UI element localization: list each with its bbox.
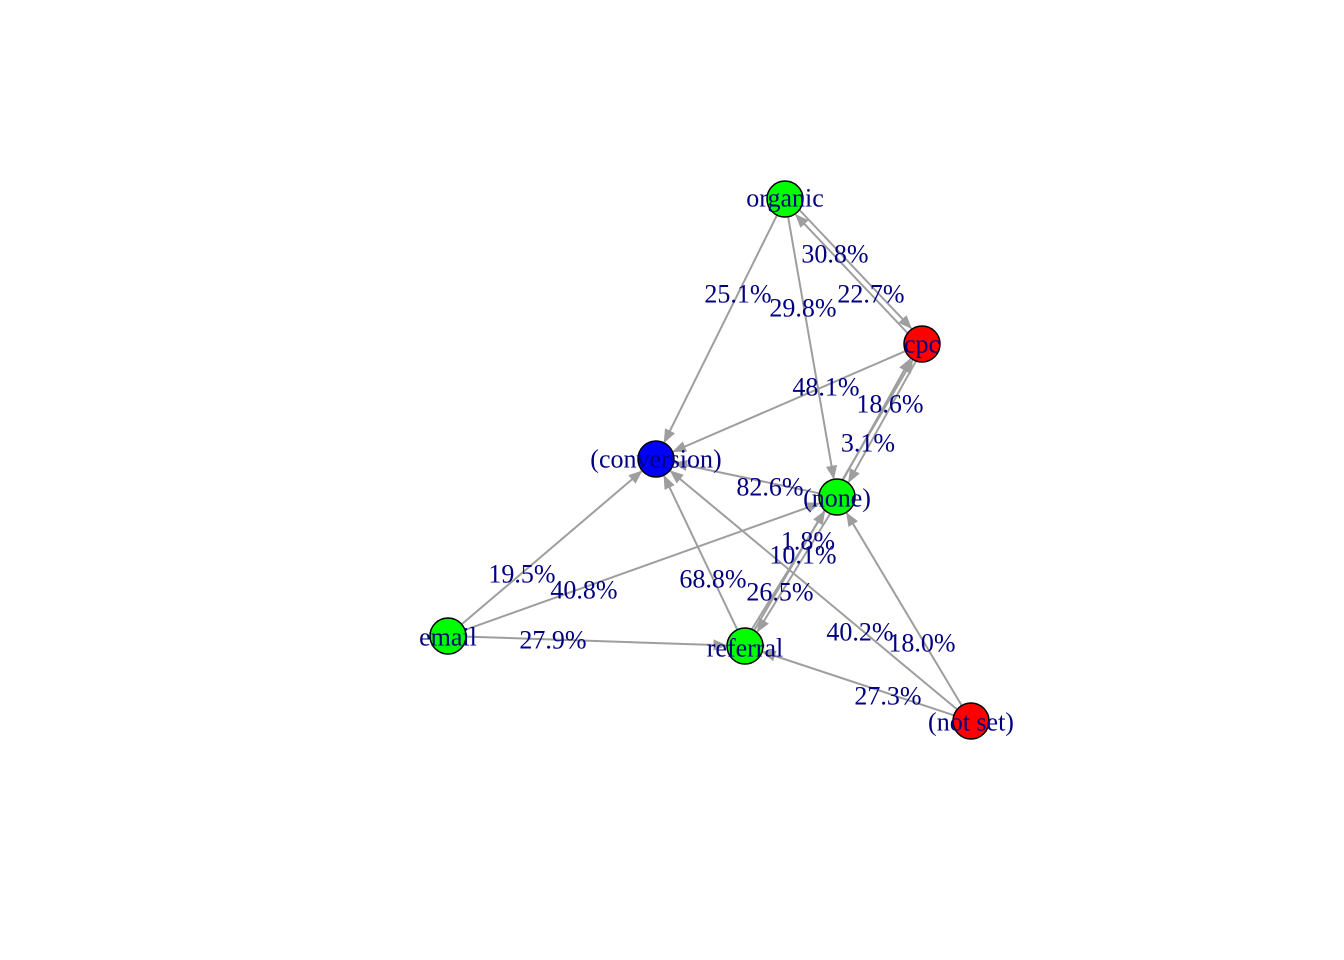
edge-label-none-to-cpc: 3.1% — [841, 429, 895, 458]
edge-label-notset-to-conversion: 40.2% — [826, 618, 893, 647]
labels-layer: 22.7% 30.8% 25.1%29.8% 48.1%18.6% 3.1% 82.6% 1… — [419, 184, 1014, 737]
edge-label-cpc-to-conversion: 48.1% — [792, 373, 859, 402]
edge-label-referral-to-cpc: 26.5% — [746, 578, 813, 607]
edge-label-email-to-none: 40.8% — [550, 576, 617, 605]
edge-label-organic-to-cpc: 22.7% — [837, 280, 904, 309]
edge-label-notset-to-none: 18.0% — [888, 629, 955, 658]
edge-label-notset-to-referral: 27.3% — [854, 682, 921, 711]
node-label-not-set: (not set) — [928, 708, 1014, 737]
edge-label-organic-to-conversion: 25.1% — [704, 280, 771, 309]
node-label-none: (none) — [803, 484, 871, 513]
edge-notset-to-none — [847, 513, 962, 705]
node-label-referral: referral — [707, 634, 783, 663]
edge-label-none-to-conversion: 82.6% — [736, 473, 803, 502]
edge-email-to-referral — [466, 637, 726, 646]
edge-label-referral-to-conversion: 68.8% — [679, 565, 746, 594]
edge-label-referral-to-none: 1.8% — [781, 527, 835, 556]
edge-organic-to-conversion — [664, 215, 777, 442]
edge-referral-to-conversion — [664, 476, 737, 630]
node-label-email: email — [419, 623, 477, 652]
node-label-cpc: cpc — [904, 330, 940, 359]
edge-label-cpc-to-organic: 30.8% — [801, 240, 868, 269]
node-label-organic: organic — [746, 184, 824, 213]
node-label-conversion: (conversion) — [590, 445, 721, 474]
edge-label-email-to-referral: 27.9% — [519, 626, 586, 655]
edge-label-cpc-to-none: 18.6% — [856, 390, 923, 419]
edge-label-email-to-conversion: 19.5% — [488, 560, 555, 589]
edge-label-organic-to-none: 29.8% — [769, 294, 836, 323]
